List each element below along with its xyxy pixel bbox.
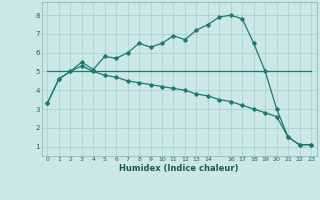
X-axis label: Humidex (Indice chaleur): Humidex (Indice chaleur) xyxy=(119,164,239,173)
